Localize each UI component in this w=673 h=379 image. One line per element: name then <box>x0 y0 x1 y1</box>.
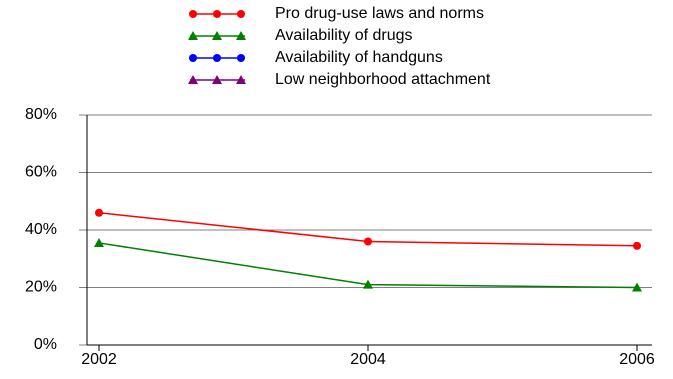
y-tick-label: 20% <box>25 279 57 296</box>
legend-label: Availability of drugs <box>275 27 413 44</box>
legend-label: Availability of handguns <box>275 49 443 66</box>
legend-marker <box>189 10 197 18</box>
marker <box>363 279 373 289</box>
legend-marker <box>213 10 221 18</box>
marker <box>94 237 104 247</box>
legend-marker <box>237 10 245 18</box>
legend-marker <box>237 54 245 62</box>
legend-label: Low neighborhood attachment <box>275 71 491 88</box>
marker <box>633 241 641 250</box>
legend-marker <box>188 31 198 40</box>
legend-marker <box>236 75 246 84</box>
x-tick-label: 2004 <box>350 351 386 368</box>
y-tick-label: 60% <box>25 164 57 181</box>
marker <box>364 237 372 246</box>
legend-marker <box>236 31 246 40</box>
x-tick-label: 2002 <box>81 351 117 368</box>
y-tick-label: 0% <box>34 336 57 353</box>
legend-marker <box>212 75 222 84</box>
marker <box>95 208 103 217</box>
legend-marker <box>212 31 222 40</box>
y-tick-label: 80% <box>25 106 57 123</box>
legend-label: Pro drug-use laws and norms <box>275 5 484 22</box>
legend-marker <box>189 54 197 62</box>
y-tick-label: 40% <box>25 221 57 238</box>
marker <box>632 282 642 292</box>
legend-marker <box>188 75 198 84</box>
legend-marker <box>213 54 221 62</box>
x-tick-label: 2006 <box>619 351 655 368</box>
